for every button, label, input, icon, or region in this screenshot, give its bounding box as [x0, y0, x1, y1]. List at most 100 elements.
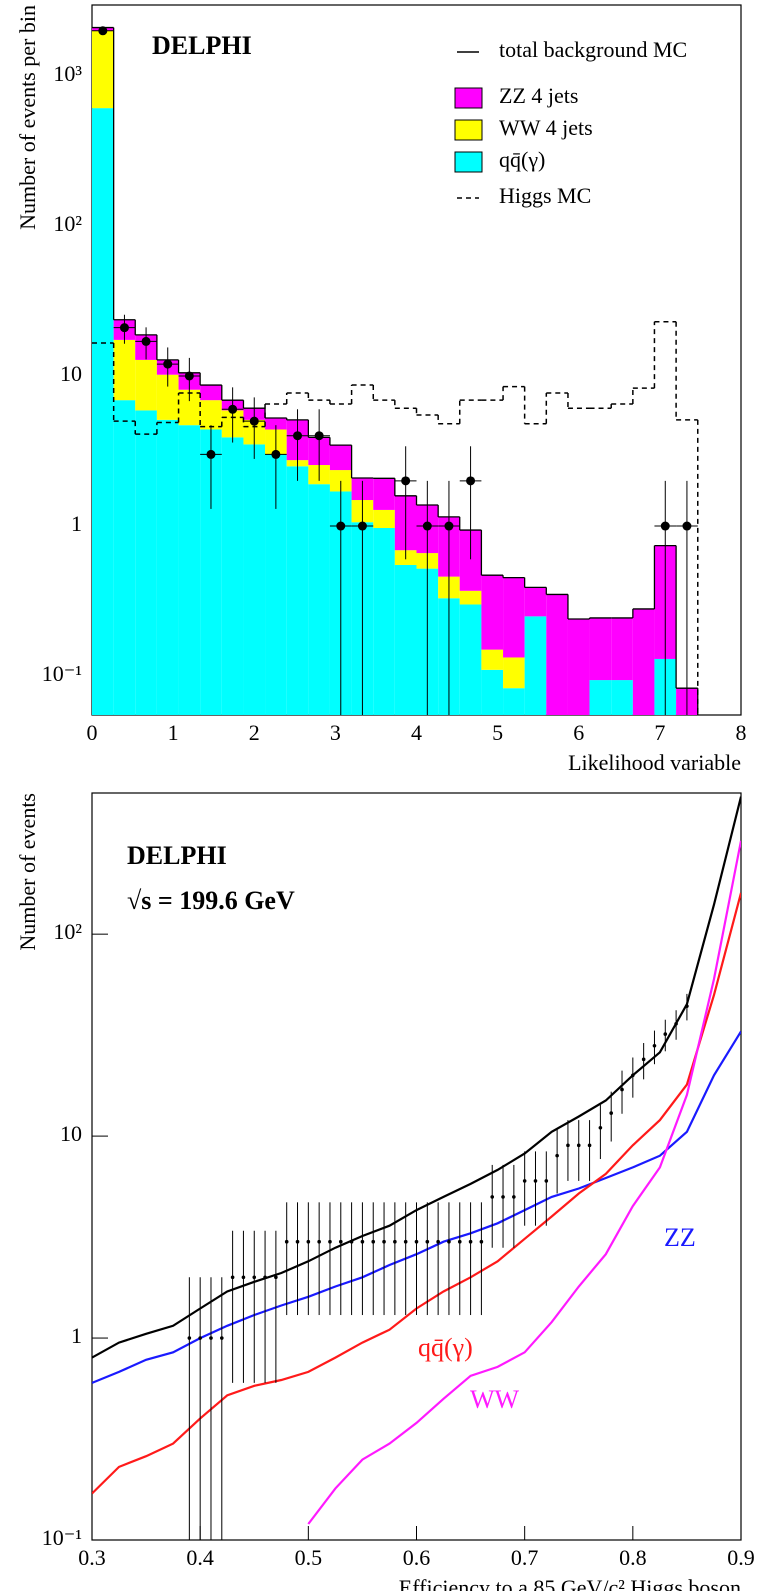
data-point [544, 1179, 549, 1183]
data-point [249, 416, 259, 426]
stack-segment [459, 530, 482, 591]
data-point [598, 1125, 603, 1130]
data-point [401, 476, 411, 486]
data-point [228, 404, 238, 414]
stack-segment [459, 590, 482, 605]
legend-label: qq̄(γ) [499, 147, 545, 172]
y-tick-label: 10⁻¹ [42, 1525, 82, 1550]
data-point [490, 1195, 495, 1199]
x-tick-label: 0 [87, 720, 98, 745]
data-point [252, 1275, 257, 1280]
x-tick-label: 4 [411, 720, 422, 745]
data-point [414, 1239, 419, 1244]
data-point [436, 1239, 440, 1244]
data-point [295, 1239, 300, 1244]
data-point [349, 1239, 354, 1244]
data-point [187, 1336, 192, 1340]
panel-label: DELPHI [127, 841, 227, 870]
stack-segment [546, 594, 568, 715]
stack-segment [92, 108, 114, 715]
y-axis-label: Number of events [15, 793, 40, 951]
data-point [306, 1239, 311, 1244]
stack-segment [503, 577, 525, 658]
x-tick-label: 7 [654, 720, 665, 745]
data-point [141, 336, 151, 346]
data-point [382, 1239, 386, 1244]
series-label: qq̄(γ) [418, 1333, 473, 1362]
y-tick-label: 10³ [53, 61, 82, 86]
y-tick-label: 1 [71, 1323, 82, 1348]
data-point [663, 1032, 668, 1036]
panel-sublabel: √s = 199.6 GeV [127, 886, 295, 915]
y-axis-label: Number of events per bin [15, 5, 40, 230]
data-point [444, 521, 454, 531]
data-point [230, 1275, 235, 1280]
stack-segment [113, 339, 136, 401]
data-point [274, 1275, 278, 1280]
stack-segment [200, 385, 222, 401]
data-point [425, 1239, 430, 1244]
data-point [660, 521, 670, 531]
data-point [685, 1004, 689, 1008]
data-point [652, 1044, 657, 1048]
stack-segment [135, 359, 157, 411]
data-point [163, 359, 173, 369]
stack-segment [200, 400, 222, 430]
data-point [314, 431, 324, 441]
x-tick-label: 3 [330, 720, 341, 745]
stack-segment [200, 429, 222, 715]
data-point [98, 26, 108, 36]
y-tick-label: 10² [53, 211, 82, 236]
x-tick-label: 5 [492, 720, 503, 745]
stack-segment [329, 445, 352, 471]
data-point [284, 1239, 289, 1244]
data-point [674, 1021, 678, 1026]
series-label: WW [470, 1385, 520, 1414]
stack-segment [156, 419, 179, 715]
data-point [338, 1239, 343, 1244]
stack-segment [243, 444, 266, 715]
x-tick-label: 0.8 [619, 1545, 647, 1570]
data-point [209, 1336, 213, 1340]
data-point [293, 431, 303, 441]
data-point [317, 1239, 321, 1244]
stack-segment [611, 617, 633, 681]
legend-label: ZZ 4 jets [499, 83, 578, 108]
legend-swatch [454, 119, 483, 141]
data-point [336, 521, 346, 531]
x-tick-label: 2 [249, 720, 260, 745]
stack-segment [178, 425, 201, 715]
data-point [533, 1179, 538, 1183]
stack-segment [611, 680, 633, 715]
y-tick-label: 10 [60, 1121, 82, 1146]
legend-label: total background MC [499, 37, 687, 62]
stack-segment [481, 575, 504, 650]
stack-segment [481, 649, 504, 670]
stack-segment [373, 478, 395, 510]
panel: 0.3 0.4 0.5 0.6 0.7 0.8 0.9 10⁻¹ 1 10 10² Efficienc… [15, 792, 755, 1591]
data-point [220, 1336, 224, 1340]
stack-segment [373, 509, 395, 529]
legend-swatch [454, 87, 483, 109]
y-tick-label: 1 [71, 511, 82, 536]
panel-label: DELPHI [152, 31, 252, 60]
plot-area [92, 796, 741, 1540]
data-point [555, 1153, 559, 1158]
data-point [403, 1239, 408, 1244]
data-point [447, 1239, 451, 1244]
data-point [457, 1239, 462, 1244]
data-point [198, 1336, 202, 1340]
x-tick-label: 6 [573, 720, 584, 745]
y-tick-label: 10⁻¹ [42, 661, 82, 686]
data-point [360, 1239, 365, 1244]
data-point [393, 1239, 397, 1244]
series-label: ZZ [664, 1223, 696, 1252]
stack-segment [524, 616, 547, 715]
x-tick-label: 0.5 [295, 1545, 323, 1570]
series-line [307, 840, 741, 1525]
x-tick-label: 0.4 [186, 1545, 214, 1570]
x-tick-label: 0.3 [78, 1545, 106, 1570]
x-tick-label: 0.9 [727, 1545, 755, 1570]
stack-segment [156, 374, 179, 420]
